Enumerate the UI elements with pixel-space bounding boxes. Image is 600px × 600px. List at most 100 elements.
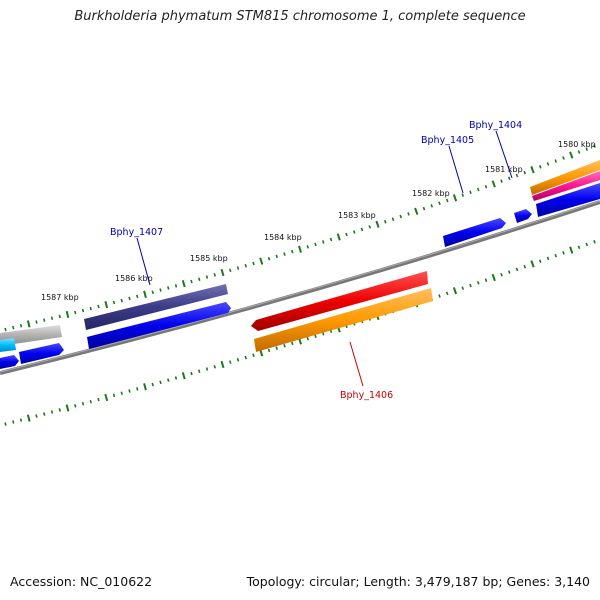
upper-scale-tick (507, 176, 511, 181)
lower-scale-tick (275, 346, 278, 350)
lower-scale-tick (306, 336, 309, 341)
scale-label-1585: 1585 kbp (190, 254, 228, 263)
upper-scale-ticks (4, 144, 596, 332)
upper-scale-tick (174, 284, 178, 288)
upper-scale-tick (213, 273, 216, 277)
lower-scale-tick (438, 294, 441, 298)
upper-scale-tick (546, 162, 550, 166)
lower-scale-tick (445, 291, 449, 296)
upper-scale-tick (391, 217, 395, 221)
topology-text: Topology: circular; Length: 3,479,187 bp… (246, 574, 590, 589)
gene-forward-1[interactable] (87, 302, 231, 349)
leader-line-bphy-1404 (495, 130, 513, 179)
gene-bphy-1404[interactable] (530, 160, 600, 201)
leader-line-bphy-1407 (136, 237, 151, 286)
upper-scale-tick (112, 300, 116, 305)
upper-scale-tick (151, 290, 154, 295)
scale-label-1580: 1580 kbp (558, 140, 596, 149)
upper-scale-tick (452, 194, 458, 202)
chromosome-backbone (0, 200, 600, 375)
lower-scale-tick (500, 273, 503, 277)
gene-bphy-1406-red[interactable] (251, 271, 428, 331)
lower-scale-ticks (4, 239, 596, 426)
lower-scale-tick (198, 369, 201, 374)
lower-scale-tick (4, 422, 7, 426)
upper-scale-tick (120, 298, 123, 303)
scale-label-1584: 1584 kbp (264, 233, 302, 242)
gene-label-bphy-1407[interactable]: Bphy_1407 (110, 227, 163, 238)
gene-label-bphy-1404[interactable]: Bphy_1404 (469, 120, 522, 131)
lower-scale-tick (291, 341, 294, 346)
upper-scale-tick (43, 318, 46, 322)
upper-scale-tick (484, 185, 488, 189)
lower-scale-tick (190, 371, 193, 376)
lower-scale-tick (569, 246, 574, 254)
upper-scale-tick (322, 240, 325, 244)
upper-scale-tick (461, 193, 465, 197)
upper-scale-tick (438, 201, 441, 206)
upper-scale-tick (353, 230, 356, 234)
lower-scale-tick (128, 389, 131, 393)
upper-scale-tick (585, 147, 589, 151)
upper-scale-tick (58, 314, 61, 319)
upper-scale-tick (97, 304, 100, 309)
upper-scale-tick (530, 166, 535, 174)
upper-scale-tick (314, 242, 317, 247)
lower-scale-tick (476, 281, 480, 285)
upper-scale-tick (35, 320, 38, 324)
upper-scale-tick (244, 263, 247, 268)
upper-scale-tick (275, 254, 278, 259)
upper-scale-tick (220, 268, 225, 277)
lower-scale-tick (97, 397, 100, 402)
lower-scale-tick (484, 278, 488, 282)
upper-scale-tick (143, 290, 147, 298)
upper-scale-tick (12, 325, 15, 330)
gene-cyan-left[interactable] (0, 338, 16, 352)
lower-scale-tick (12, 420, 15, 424)
upper-scale-tick (65, 310, 70, 319)
lower-scale-tick (546, 256, 550, 261)
lower-scale-tick (554, 253, 558, 258)
upper-scale-tick (523, 170, 527, 175)
scale-label-1581: 1581 kbp (485, 165, 523, 174)
gene-label-bphy-1405[interactable]: Bphy_1405 (421, 135, 474, 146)
lower-scale-tick (159, 380, 162, 385)
upper-scale-tick (422, 206, 426, 211)
upper-scale-tick (491, 180, 496, 188)
lower-scale-tick (530, 260, 535, 268)
lower-scale-tick (267, 348, 271, 353)
lower-scale-tick (205, 367, 209, 371)
lower-scale-tick (538, 259, 542, 263)
gene-bphy-1405[interactable] (443, 218, 506, 247)
lower-scale-tick (104, 393, 109, 402)
chromosome-backbone-highlight (0, 200, 600, 373)
upper-scale-tick (4, 327, 7, 332)
scale-label-1583: 1583 kbp (338, 211, 376, 220)
lower-scale-tick (81, 402, 85, 406)
upper-scale-tick (283, 252, 286, 256)
upper-scale-tick (554, 159, 558, 163)
lower-scale-tick (507, 270, 511, 274)
gene-small-forward[interactable] (514, 209, 532, 223)
lower-scale-tick (452, 287, 458, 295)
gene-label-bphy-1406[interactable]: Bphy_1406 (340, 390, 393, 401)
gene-bphy-1407[interactable] (84, 284, 228, 330)
lower-scale-tick (174, 376, 178, 380)
gene-forward-left-2[interactable] (0, 355, 19, 369)
upper-scale-tick (445, 198, 449, 203)
lower-scale-tick (562, 251, 565, 255)
lower-scale-tick (469, 283, 472, 288)
upper-scale-tick (375, 220, 380, 228)
gene-forward-2[interactable] (536, 183, 600, 217)
upper-scale-tick (236, 266, 240, 270)
gene-grey-left[interactable] (0, 325, 62, 346)
upper-scale-tick (74, 310, 77, 315)
lower-scale-tick (283, 343, 286, 348)
gene-forward-left-1[interactable] (19, 343, 64, 364)
upper-scale-tick (81, 308, 85, 313)
lower-scale-tick (167, 378, 170, 382)
lower-scale-tick (322, 331, 325, 336)
gene-bphy-1406[interactable] (254, 288, 433, 352)
upper-scale-tick (181, 280, 186, 288)
